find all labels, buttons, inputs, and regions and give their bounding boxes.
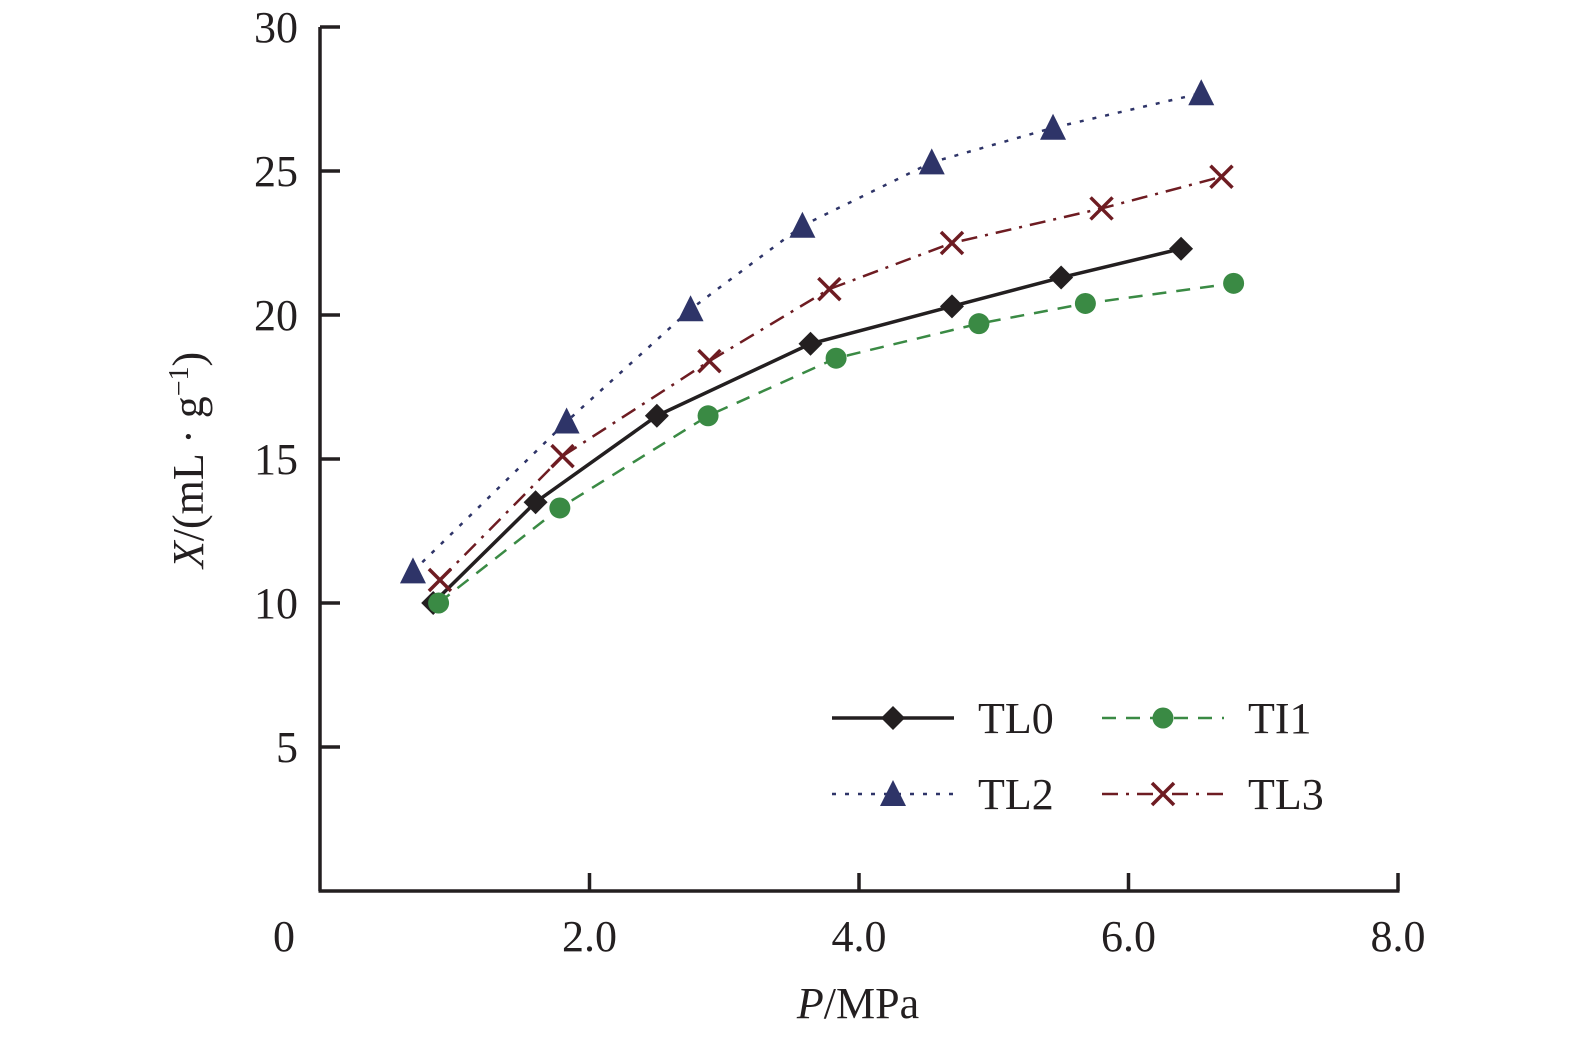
- legend-label: TL3: [1248, 770, 1324, 819]
- y-tick-label: 20: [254, 291, 298, 340]
- legend-label: TL0: [978, 694, 1054, 743]
- y-tick-label: 30: [254, 3, 298, 52]
- data-point: [1223, 272, 1245, 294]
- data-point: [549, 497, 571, 519]
- series-layer: [399, 79, 1245, 615]
- data-point: [939, 294, 964, 319]
- data-point: [1049, 265, 1074, 290]
- y-axis-title-sup: −1: [164, 366, 195, 396]
- legend-marker: [1152, 707, 1174, 729]
- legend: TL0 TI1 TL2 TL3: [832, 694, 1324, 819]
- legend-marker: [1150, 781, 1176, 807]
- data-point: [798, 331, 823, 356]
- legend-item-tl0: TL0: [832, 694, 1054, 743]
- legend-item-tl2: TL2: [832, 770, 1054, 819]
- x-tick-label: 4.0: [832, 912, 887, 961]
- data-point: [697, 348, 722, 374]
- legend-item-tl3: TL3: [1102, 770, 1324, 819]
- data-point: [1040, 113, 1067, 140]
- axes: 5 10 15 20 25 30 0 2.0 4.0 6.0 8.0: [254, 3, 1426, 961]
- x-tick-label: 8.0: [1371, 912, 1426, 961]
- data-point: [1089, 196, 1114, 221]
- x-axis-title: P/MPa: [796, 979, 919, 1028]
- series-tl3: [427, 164, 1234, 593]
- legend-marker: [881, 706, 905, 730]
- data-point: [523, 490, 548, 515]
- x-tick-label: 0: [273, 912, 295, 961]
- data-point: [427, 567, 453, 593]
- data-point: [789, 211, 816, 238]
- y-axis-title-close: ): [164, 352, 213, 367]
- legend-label: TI1: [1248, 694, 1312, 743]
- data-point: [939, 230, 965, 256]
- data-point: [644, 403, 669, 428]
- series-line: [437, 282, 1234, 604]
- legend-marker: [880, 780, 906, 806]
- data-point: [817, 276, 842, 302]
- y-axis-title-var: X: [164, 539, 213, 570]
- data-point: [968, 313, 990, 335]
- y-axis-title-unit: /(mL · g: [164, 396, 213, 541]
- data-point: [428, 592, 450, 614]
- legend-label: TL2: [978, 770, 1054, 819]
- y-tick-label: 15: [254, 435, 298, 484]
- y-tick-label: 10: [254, 579, 298, 628]
- data-point: [399, 557, 426, 584]
- data-point: [550, 443, 575, 469]
- data-point: [1188, 79, 1215, 106]
- series-tl2: [399, 79, 1215, 584]
- data-point: [697, 405, 719, 427]
- x-axis-title-var: P: [796, 979, 824, 1028]
- y-axis-title: X/(mL · g−1): [164, 352, 214, 570]
- data-point: [553, 407, 580, 434]
- data-point: [1169, 236, 1194, 261]
- x-axis-title-unit: /MPa: [824, 979, 919, 1028]
- x-tick-label: 2.0: [562, 912, 617, 961]
- data-point: [1209, 164, 1234, 189]
- y-tick-label: 25: [254, 147, 298, 196]
- data-point: [825, 347, 847, 369]
- data-point: [677, 295, 704, 322]
- data-point: [1074, 292, 1096, 314]
- y-tick-label: 5: [276, 723, 298, 772]
- data-point: [918, 148, 945, 175]
- series-tl0: [421, 236, 1194, 615]
- series-ti1: [428, 272, 1245, 614]
- x-tick-label: 6.0: [1101, 912, 1156, 961]
- legend-item-ti1: TI1: [1102, 694, 1312, 743]
- series-line: [439, 175, 1222, 581]
